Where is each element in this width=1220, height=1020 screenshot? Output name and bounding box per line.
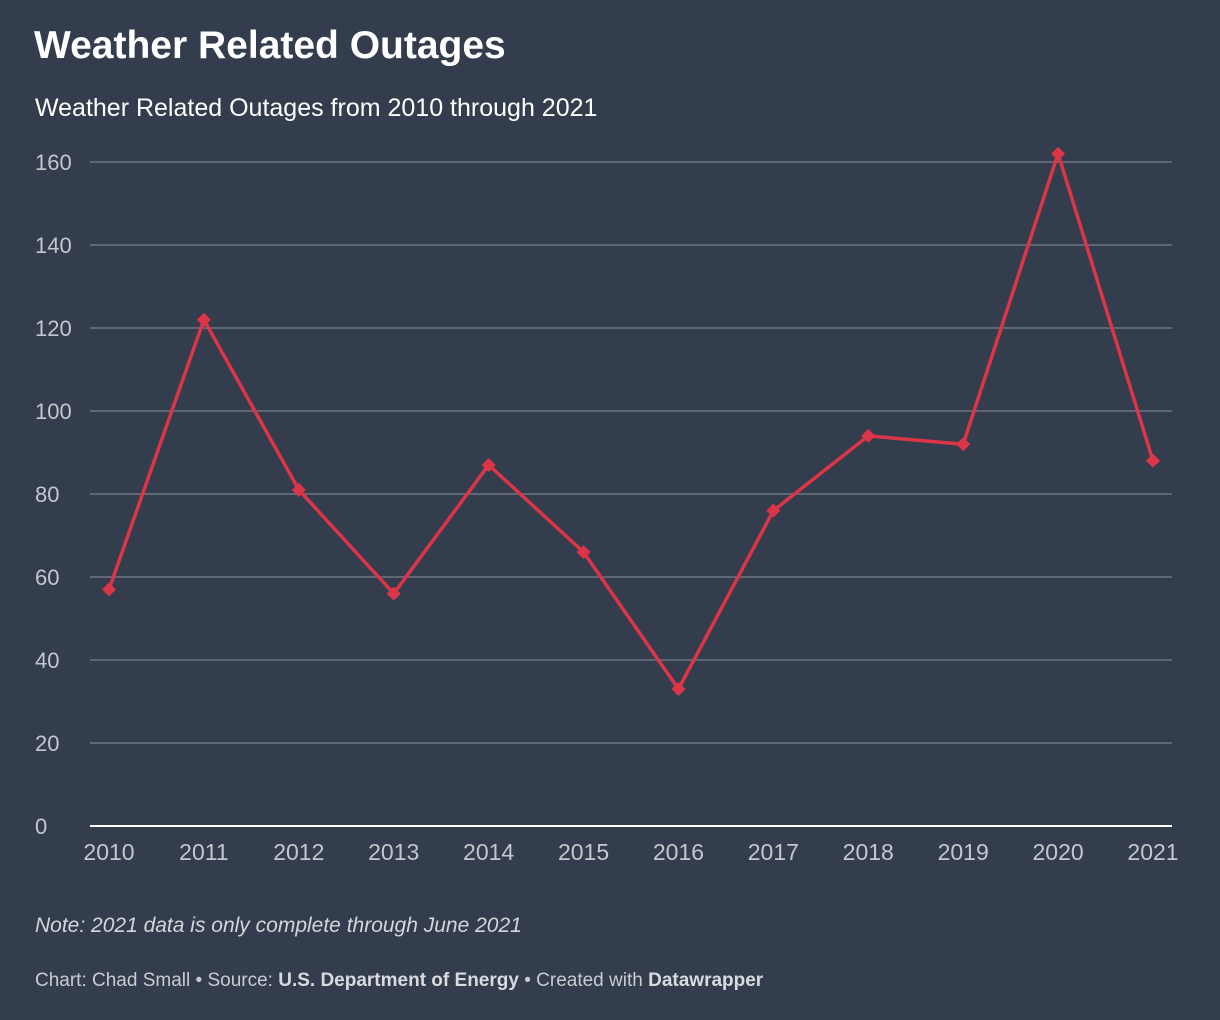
footer-separator: • (518, 970, 537, 991)
y-tick-label: 60 (35, 565, 59, 590)
x-tick-label: 2018 (843, 839, 894, 865)
y-tick-label: 0 (35, 814, 47, 839)
footer-chart-credit: Chart: Chad Small (35, 970, 191, 991)
series-line (107, 147, 1155, 693)
chart-note: Note: 2021 data is only complete through… (35, 914, 522, 937)
footer-created-tool[interactable]: Datawrapper (648, 970, 764, 991)
footer-source-label: Source: (207, 970, 279, 991)
y-tick-label: 20 (35, 731, 59, 756)
data-point-marker[interactable] (766, 503, 781, 518)
x-tick-label: 2019 (938, 839, 989, 865)
x-tick-label: 2017 (748, 839, 799, 865)
x-axis-tick-labels: 2010 2011 2012 2013 2014 2015 2016 2017 2018 2019… (83, 839, 1178, 865)
footer-separator: • (190, 970, 208, 991)
y-tick-label: 140 (35, 233, 72, 258)
data-point-marker[interactable] (291, 482, 306, 497)
chart-title: Weather Related Outages (34, 24, 506, 67)
y-tick-label: 100 (35, 399, 72, 424)
data-point-marker[interactable] (576, 545, 591, 560)
data-point-marker[interactable] (1146, 453, 1160, 468)
y-axis-tick-labels: 0 20 40 60 80 100 120 140 160 (35, 150, 72, 839)
data-point-marker[interactable] (1051, 146, 1066, 161)
data-point-marker[interactable] (481, 457, 496, 472)
x-tick-label: 2010 (83, 839, 134, 865)
x-tick-label: 2015 (558, 839, 609, 865)
x-tick-label: 2014 (463, 839, 514, 865)
x-tick-label: 2013 (368, 839, 419, 865)
footer-created-label: Created with (536, 970, 649, 991)
data-point-marker[interactable] (861, 428, 876, 443)
data-point-marker[interactable] (102, 582, 116, 597)
x-tick-label: 2020 (1033, 839, 1084, 865)
series-layer (102, 146, 1160, 697)
data-point-marker[interactable] (956, 437, 971, 452)
data-point-marker[interactable] (671, 682, 686, 697)
chart-footer: Chart: Chad Small • Source: U.S. Departm… (35, 968, 763, 994)
gridlines (90, 161, 1172, 744)
y-tick-label: 80 (35, 482, 59, 507)
x-tick-label: 2021 (1127, 839, 1178, 865)
y-tick-label: 120 (35, 316, 72, 341)
chart-subtitle: Weather Related Outages from 2010 throug… (35, 94, 598, 122)
y-tick-label: 160 (35, 150, 72, 175)
x-tick-label: 2011 (179, 839, 228, 865)
data-point-marker[interactable] (196, 312, 211, 327)
y-tick-label: 40 (35, 648, 59, 673)
footer-source-name[interactable]: U.S. Department of Energy (278, 970, 519, 991)
x-tick-label: 2012 (273, 839, 324, 865)
data-point-marker[interactable] (386, 586, 401, 601)
x-tick-label: 2016 (653, 839, 704, 865)
